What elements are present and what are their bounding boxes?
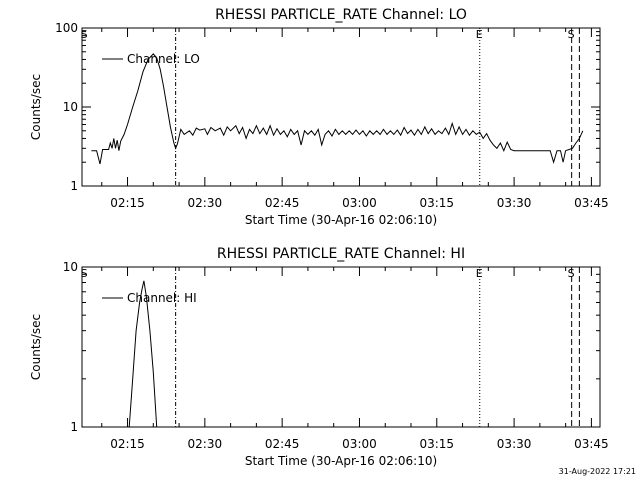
series-line [91,53,584,165]
event-marker-label: S [81,28,88,41]
x-tick-label: 02:15 [110,437,145,451]
event-marker-label: E [476,28,483,41]
event-marker-label: S [568,267,575,280]
y-tick-label: 10 [63,100,78,114]
x-tick-label: 03:45 [574,437,609,451]
y-axis-label: Counts/sec [29,314,43,380]
footer-timestamp: 31-Aug-2022 17:21 [559,467,636,476]
legend-label: Channel: LO [127,52,200,66]
x-tick-label: 02:45 [265,437,300,451]
chart-panel-2: RHESSI PARTICLE_RATE Channel: HI Start Ti… [29,246,609,468]
y-tick-label: 1 [70,420,78,434]
x-tick-label: 02:15 [110,196,145,210]
x-axis-label: Start Time (30-Apr-16 02:06:10) [245,454,437,468]
event-marker-label: E [476,267,483,280]
x-tick-label: 03:30 [497,437,532,451]
chart-title: RHESSI PARTICLE_RATE Channel: HI [217,246,465,262]
x-tick-label: 02:30 [188,437,223,451]
x-tick-label: 03:45 [574,196,609,210]
y-tick-label: 10 [63,260,78,274]
x-tick-label: 03:00 [342,437,377,451]
x-tick-label: 03:30 [497,196,532,210]
y-tick-label: 100 [55,21,78,35]
plot-frame [81,266,601,428]
chart-panel-1: RHESSI PARTICLE_RATE Channel: LO Start Ti… [29,7,609,227]
series-line [128,280,158,427]
y-tick-label: 1 [70,179,78,193]
x-tick-label: 03:15 [419,196,454,210]
chart-title: RHESSI PARTICLE_RATE Channel: LO [215,7,467,23]
y-axis-label: Counts/sec [29,74,43,140]
chart-panels: RHESSI PARTICLE_RATE Channel: LO Start Ti… [29,7,609,468]
x-tick-label: 02:45 [265,196,300,210]
event-marker-label: S [81,267,88,280]
x-tick-label: 03:00 [342,196,377,210]
x-tick-label: 02:30 [188,196,223,210]
event-marker-label: S [568,28,575,41]
x-tick-label: 03:15 [419,437,454,451]
legend-label: Channel: HI [127,291,197,305]
x-axis-label: Start Time (30-Apr-16 02:06:10) [245,213,437,227]
